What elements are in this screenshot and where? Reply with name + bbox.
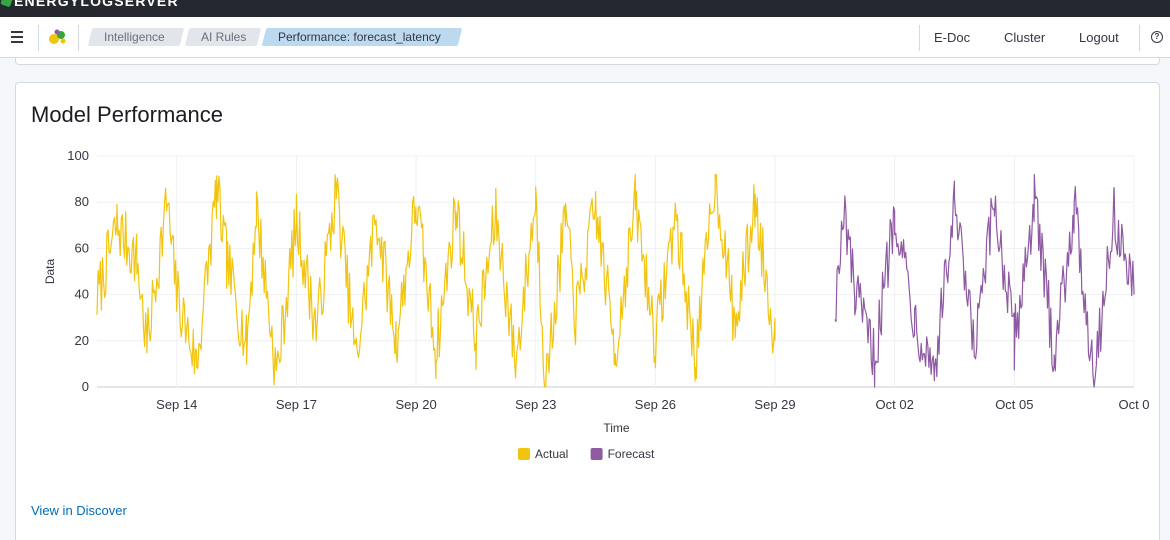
edoc-link[interactable]: E-Doc [934, 30, 971, 45]
y-tick-label: 0 [82, 379, 89, 394]
help-icon[interactable]: ? [1151, 31, 1163, 43]
x-axis: Sep 14 Sep 17 Sep 20 Sep 23 Sep 26 Sep 29 Oct … [156, 397, 1149, 412]
chart-grid [97, 155, 1135, 388]
header-divider [78, 25, 79, 51]
y-tick-label: 80 [75, 194, 89, 209]
y-axis: 0 20 40 60 80 100 [67, 148, 89, 394]
legend-label: Actual [535, 447, 568, 461]
energylogserver-logo-icon[interactable] [47, 27, 69, 47]
x-tick-label: Sep 20 [395, 397, 436, 412]
x-tick-label: Sep 17 [276, 397, 317, 412]
chart-legend: Actual Forecast [518, 447, 655, 461]
y-tick-label: 60 [75, 240, 89, 255]
view-in-discover-link[interactable]: View in Discover [31, 503, 127, 518]
hamburger-menu-icon[interactable] [6, 26, 30, 48]
app-header: Intelligence AI Rules Performance: forec… [0, 17, 1170, 58]
x-tick-label: Oct 05 [995, 397, 1033, 412]
breadcrumb-ai-rules[interactable]: AI Rules [184, 28, 262, 46]
breadcrumb-intelligence[interactable]: Intelligence [87, 28, 185, 46]
breadcrumb-performance-current: Performance: forecast_latency [261, 28, 463, 46]
header-divider [919, 25, 920, 51]
y-tick-label: 100 [67, 148, 89, 163]
legend-item-actual: Actual [518, 447, 568, 461]
legend-swatch [518, 448, 530, 460]
logout-link[interactable]: Logout [1079, 30, 1119, 45]
collapsed-panel-edge [15, 58, 1160, 65]
legend-swatch [590, 448, 603, 460]
top-brand-bar: ENERGYLOGSERVER [0, 0, 1170, 17]
legend-label: Forecast [608, 447, 655, 461]
x-tick-label: Oct 02 [876, 397, 914, 412]
model-performance-panel: Model Performance 0 20 40 60 80 100 Sep 14 Sep… [15, 82, 1160, 540]
x-tick-label: Oct 0 [1118, 397, 1149, 412]
brand-logo-icon [0, 0, 14, 8]
series-line-forecast [834, 173, 1135, 388]
x-tick-label: Sep 29 [754, 397, 795, 412]
y-tick-label: 20 [75, 333, 89, 348]
panel-title: Model Performance [31, 102, 223, 127]
x-tick-label: Sep 26 [635, 397, 676, 412]
y-axis-title: Data [43, 259, 57, 285]
legend-item-forecast: Forecast [590, 447, 655, 461]
header-divider [38, 25, 39, 51]
cluster-link[interactable]: Cluster [1004, 30, 1046, 45]
y-tick-label: 40 [75, 287, 89, 302]
header-divider [1139, 25, 1140, 51]
x-axis-title: Time [603, 421, 630, 435]
series-line-actual [96, 173, 776, 388]
chart-series [96, 173, 1135, 388]
brand-name: ENERGYLOGSERVER [14, 0, 179, 9]
x-tick-label: Sep 14 [156, 397, 197, 412]
x-tick-label: Sep 23 [515, 397, 556, 412]
